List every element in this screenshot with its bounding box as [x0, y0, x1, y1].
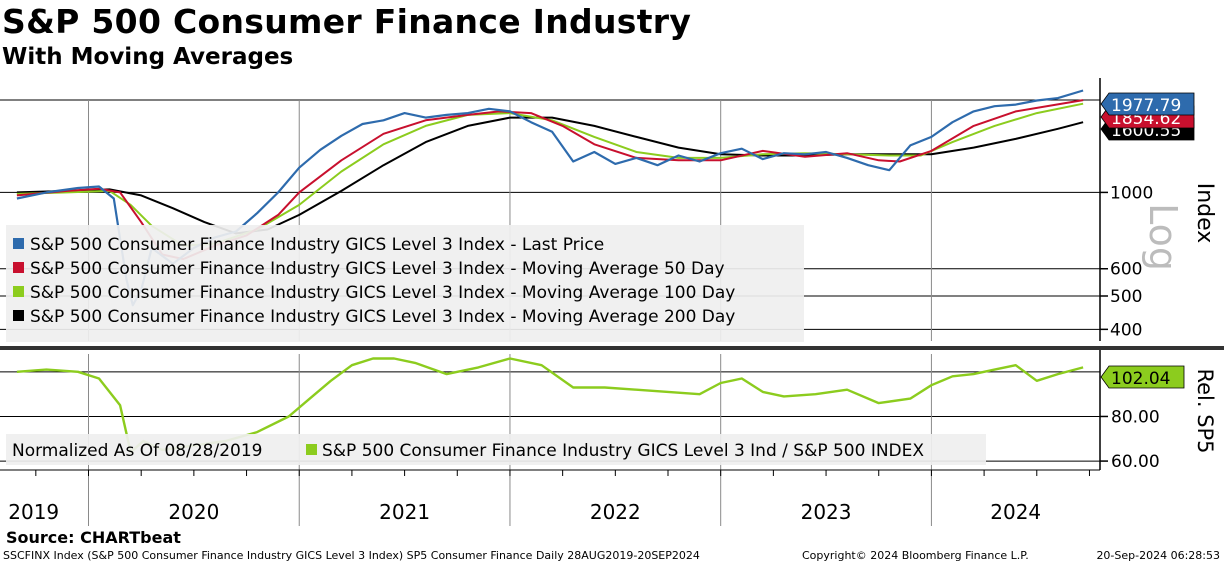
top-panel: 1000 600 500 400 Index Log 1600.551854.6219… — [0, 78, 1217, 342]
x-tick-label-2020: 2020 — [168, 500, 219, 524]
top-legend: S&P 500 Consumer Finance Industry GICS L… — [6, 225, 804, 342]
x-axis-ticks: 2019 2020 2021 2022 2023 2024 — [8, 470, 1090, 526]
top-legend-swatch-0 — [13, 238, 24, 249]
bottom-last-value-badge: 102.04 — [1100, 365, 1185, 389]
source-label: Source: CHARTbeat — [6, 528, 181, 547]
chart-subtitle: With Moving Averages — [2, 44, 294, 70]
bottom-y-ticks: 80.00 60.00 — [1100, 407, 1160, 472]
chart-title: S&P 500 Consumer Finance Industry — [2, 2, 692, 41]
x-tick-label-2023: 2023 — [801, 500, 852, 524]
top-legend-swatch-2 — [13, 286, 24, 297]
x-tick-label-2019: 2019 — [8, 500, 59, 524]
ma100-line — [16, 102, 1084, 247]
top-y-tick-label-1: 600 — [1110, 260, 1142, 280]
x-tick-label-2021: 2021 — [379, 500, 430, 524]
footer-copyright: Copyright© 2024 Bloomberg Finance L.P. — [802, 549, 1029, 562]
top-legend-label-3: S&P 500 Consumer Finance Industry GICS L… — [30, 307, 735, 327]
top-legend-swatch-3 — [13, 310, 24, 321]
ma200-line — [16, 116, 1084, 235]
normalized-annotation: Normalized As Of 08/28/2019 — [12, 441, 262, 461]
top-legend-box — [6, 225, 804, 342]
bottom-legend-label: S&P 500 Consumer Finance Industry GICS L… — [322, 441, 924, 461]
top-y-tick-label-3: 400 — [1110, 320, 1142, 340]
top-legend-swatch-1 — [13, 262, 24, 273]
footer-description: SSCFINX Index (S&P 500 Consumer Finance … — [3, 549, 700, 562]
x-tick-label-2024: 2024 — [990, 500, 1041, 524]
top-y-tick-label-0: 1000 — [1110, 183, 1153, 203]
top-y-tick-label-2: 500 — [1110, 287, 1142, 307]
bottom-y-tick-label-1: 60.00 — [1111, 452, 1160, 472]
bottom-y-tick-label-0: 80.00 — [1111, 407, 1160, 427]
bottom-legend: Normalized As Of 08/28/2019 S&P 500 Cons… — [6, 434, 986, 465]
top-y-axis-label: Index — [1192, 183, 1217, 244]
x-tick-label-2022: 2022 — [590, 500, 641, 524]
top-legend-label-0: S&P 500 Consumer Finance Industry GICS L… — [30, 235, 604, 255]
chart-canvas: 1000 600 500 400 Index Log 1600.551854.6219… — [0, 78, 1224, 526]
last-price-badge: 1977.79 — [1100, 92, 1195, 116]
svg-text:1977.79: 1977.79 — [1111, 96, 1181, 116]
bottom-legend-box — [6, 434, 986, 465]
bottom-y-axis-label: Rel. SP5 — [1193, 368, 1217, 453]
bottom-legend-swatch — [306, 444, 317, 455]
top-legend-label-1: S&P 500 Consumer Finance Industry GICS L… — [30, 259, 725, 279]
relative-badge: 102.04 — [1100, 365, 1185, 389]
top-legend-label-2: S&P 500 Consumer Finance Industry GICS L… — [30, 283, 735, 303]
bottom-panel: 80.00 60.00 Rel. SP5 102.04 Normalized As… — [0, 350, 1217, 472]
svg-text:102.04: 102.04 — [1111, 369, 1170, 389]
top-y-ticks: 1000 600 500 400 — [1100, 183, 1153, 340]
log-scale-label: Log — [1141, 203, 1185, 271]
footer-timestamp: 20-Sep-2024 06:28:53 — [1096, 549, 1220, 562]
